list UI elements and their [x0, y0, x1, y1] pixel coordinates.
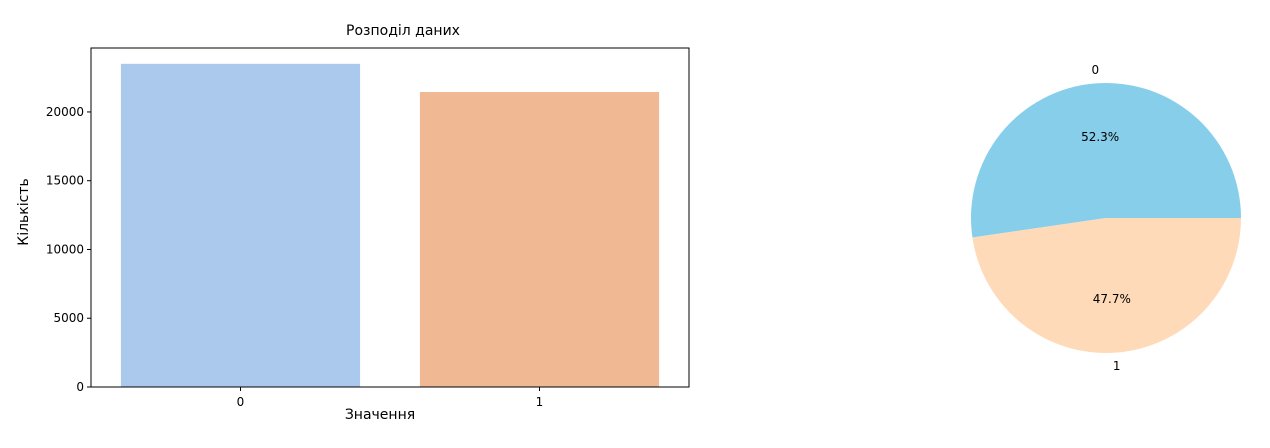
x-axis-label: Значення: [345, 407, 415, 423]
pie-label: 1: [1113, 359, 1121, 373]
pie-chart: 0 52.3% 1 47.7%: [971, 63, 1241, 373]
bar-1: [419, 92, 660, 387]
y-tick-label: 0: [76, 380, 84, 394]
pie-percent-label: 52.3%: [1081, 130, 1119, 144]
pie-percent-label: 47.7%: [1093, 292, 1131, 306]
plot-frame: [90, 47, 690, 388]
pie-slices: 0 52.3% 1 47.7%: [971, 63, 1241, 373]
x-tick-label: 0: [237, 395, 245, 409]
y-axis-ticks: 0 5000 10000 15000 20000: [46, 105, 91, 394]
bar-0: [120, 63, 361, 387]
x-tick-label: 1: [536, 395, 544, 409]
bar-chart-title: Розподіл даних: [346, 23, 460, 39]
bar-series: [120, 63, 660, 387]
pie-slice-1: [972, 218, 1241, 354]
pie-label: 0: [1091, 63, 1099, 77]
y-tick-label: 5000: [53, 311, 84, 325]
y-tick-label: 20000: [46, 105, 84, 119]
pie-slice-0: [971, 83, 1241, 238]
y-tick-label: 10000: [46, 242, 84, 256]
y-axis-label: Кількість: [16, 178, 32, 245]
y-tick-label: 15000: [46, 174, 84, 188]
